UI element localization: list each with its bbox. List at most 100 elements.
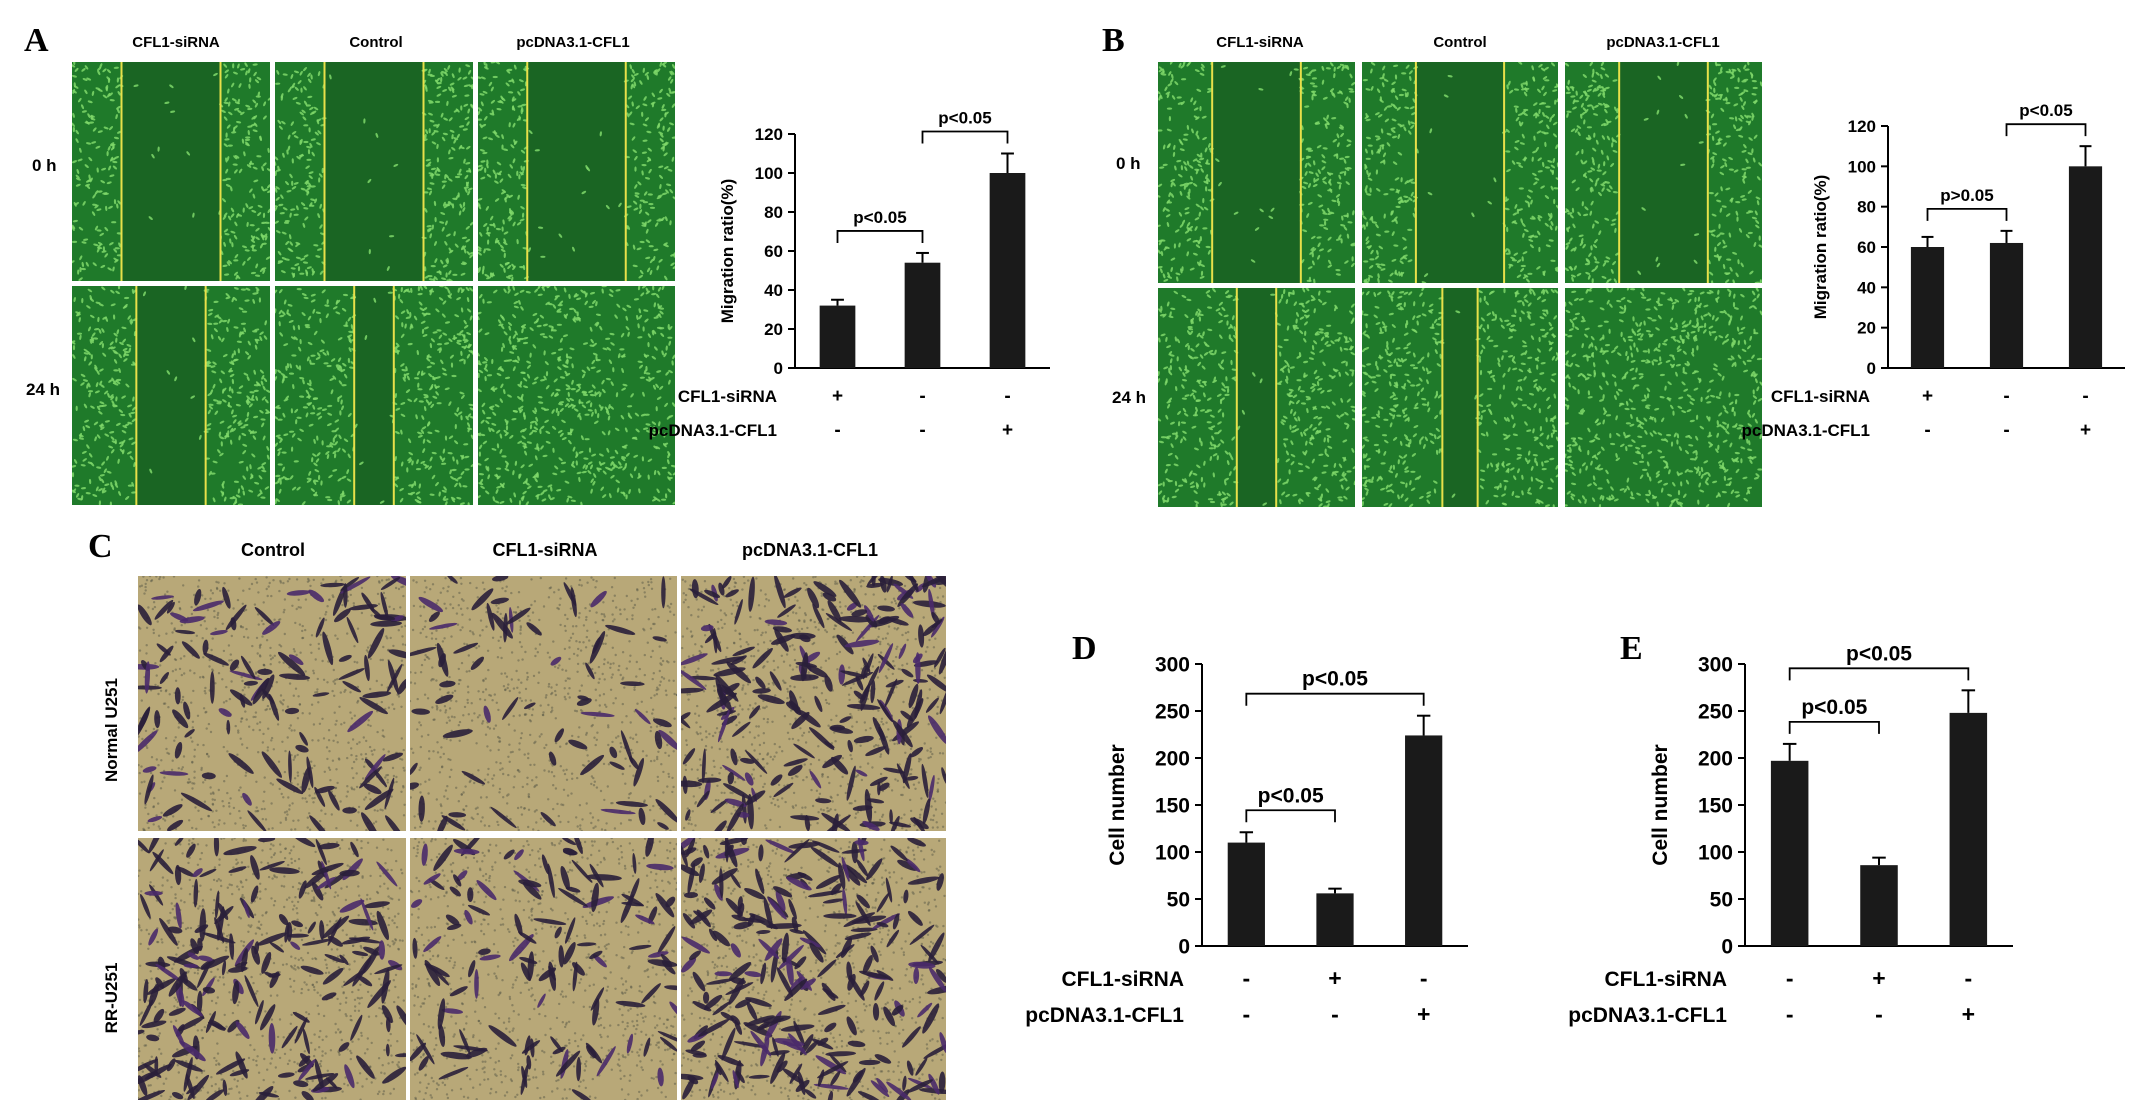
y-axis-label: Migration ratio(%) — [718, 179, 737, 324]
y-tick-label: 300 — [1155, 653, 1190, 676]
bar — [1316, 893, 1354, 946]
y-tick-label: 0 — [1178, 935, 1190, 958]
panel-c-col-head-1: Control — [241, 540, 305, 560]
factor-sign: + — [1962, 1001, 1975, 1027]
panel-b-col-head-3: pcDNA3.1-CFL1 — [1606, 34, 1720, 51]
factor-sign: - — [834, 420, 840, 441]
y-tick-label: 50 — [1167, 888, 1190, 911]
y-tick-label: 120 — [1848, 117, 1876, 136]
y-tick-label: 80 — [1857, 198, 1876, 217]
transwell-image-normal-pcdna — [681, 576, 946, 831]
factor-label: pcDNA3.1-CFL1 — [649, 421, 777, 440]
y-tick-label: 50 — [1710, 888, 1733, 911]
bar — [1989, 242, 2024, 368]
significance-bracket — [2005, 123, 2087, 137]
bar — [989, 173, 1026, 368]
panel-a-col-head-2: Control — [349, 34, 403, 51]
panel-b-col-head-2: Control — [1433, 34, 1487, 51]
factor-label: pcDNA3.1-CFL1 — [1568, 1004, 1727, 1027]
significance-bracket — [836, 230, 924, 243]
y-axis-label: Cell number — [1106, 744, 1129, 865]
p-value-label: p<0.05 — [2019, 101, 2072, 120]
y-tick-label: 100 — [1698, 841, 1733, 864]
transwell-texture — [138, 576, 406, 831]
y-tick-label: 20 — [1857, 319, 1876, 338]
wound-image-a-siRNA-0h — [72, 62, 270, 281]
panel-a-row-label-24h: 24 h — [26, 380, 61, 399]
bar — [1770, 760, 1809, 946]
transwell-texture — [138, 838, 406, 1100]
y-tick-label: 250 — [1698, 700, 1733, 723]
factor-label: CFL1-siRNA — [1061, 968, 1184, 991]
factor-label: CFL1-siRNA — [1771, 387, 1870, 406]
bar — [1910, 247, 1945, 368]
panel-b-col-head-1: CFL1-siRNA — [1216, 34, 1304, 51]
factor-sign: - — [919, 386, 925, 407]
transwell-texture — [681, 576, 946, 831]
y-tick-label: 300 — [1698, 653, 1733, 676]
factor-label: pcDNA3.1-CFL1 — [1025, 1004, 1184, 1027]
p-value-label: p<0.05 — [1846, 642, 1912, 665]
wound-image-b-pcdna-24h — [1565, 288, 1762, 507]
transwell-image-normal-sirna — [410, 576, 677, 831]
bar — [1227, 842, 1265, 946]
transwell-image-rr-control — [138, 838, 406, 1100]
factor-sign: - — [1420, 965, 1428, 991]
p-value-label: p<0.05 — [1302, 668, 1368, 691]
y-tick-label: 100 — [755, 164, 783, 183]
significance-bracket — [1788, 667, 1970, 681]
factor-sign: - — [1875, 1001, 1883, 1027]
factor-sign: - — [2003, 386, 2009, 407]
y-tick-label: 100 — [1848, 157, 1876, 176]
factor-sign: - — [1331, 1001, 1339, 1027]
wound-texture — [275, 286, 473, 505]
y-tick-label: 60 — [764, 242, 783, 261]
y-axis-label: Migration ratio(%) — [1811, 175, 1830, 320]
y-tick-label: 250 — [1155, 700, 1190, 723]
transwell-texture — [681, 838, 946, 1100]
factor-sign: + — [1872, 965, 1885, 991]
wound-texture — [1362, 288, 1558, 507]
wound-texture — [72, 286, 270, 505]
panel-a-col-head-3: pcDNA3.1-CFL1 — [516, 34, 630, 51]
transwell-texture — [410, 838, 677, 1100]
y-tick-label: 60 — [1857, 238, 1876, 257]
panel-a-col-head-1: CFL1-siRNA — [132, 34, 220, 51]
p-value-label: p<0.05 — [1258, 784, 1324, 807]
wound-texture — [1565, 288, 1762, 507]
bar — [1860, 865, 1898, 946]
wound-texture — [72, 62, 270, 281]
y-tick-label: 80 — [764, 203, 783, 222]
factor-sign: + — [2080, 420, 2091, 441]
y-tick-label: 200 — [1155, 747, 1190, 770]
wound-texture — [478, 286, 675, 505]
p-value-label: p>0.05 — [1940, 186, 1993, 205]
wound-image-b-control-24h — [1362, 288, 1558, 507]
significance-bracket — [1926, 207, 2008, 221]
factor-sign: + — [1417, 1001, 1430, 1027]
panel-b-row-label-0h: 0 h — [1116, 154, 1141, 173]
y-tick-label: 150 — [1155, 794, 1190, 817]
p-value-label: p<0.05 — [853, 208, 906, 227]
panel-letter-c: C — [88, 528, 113, 565]
wound-image-b-control-0h — [1362, 62, 1558, 283]
factor-sign: - — [2082, 386, 2088, 407]
panel-letter-e: E — [1620, 630, 1643, 667]
panel-b-row-label-24h: 24 h — [1112, 388, 1147, 407]
y-axis-label: Cell number — [1649, 744, 1672, 865]
y-tick-label: 20 — [764, 320, 783, 339]
y-tick-label: 120 — [755, 125, 783, 144]
wound-image-b-siRNA-24h — [1158, 288, 1355, 507]
factor-label: pcDNA3.1-CFL1 — [1742, 421, 1870, 440]
significance-bracket — [1788, 721, 1880, 734]
factor-sign: - — [919, 420, 925, 441]
y-tick-label: 0 — [1721, 935, 1733, 958]
significance-bracket — [1245, 809, 1336, 823]
wound-texture — [1362, 62, 1558, 283]
factor-sign: - — [1786, 965, 1794, 991]
p-value-label: p<0.05 — [938, 109, 991, 128]
